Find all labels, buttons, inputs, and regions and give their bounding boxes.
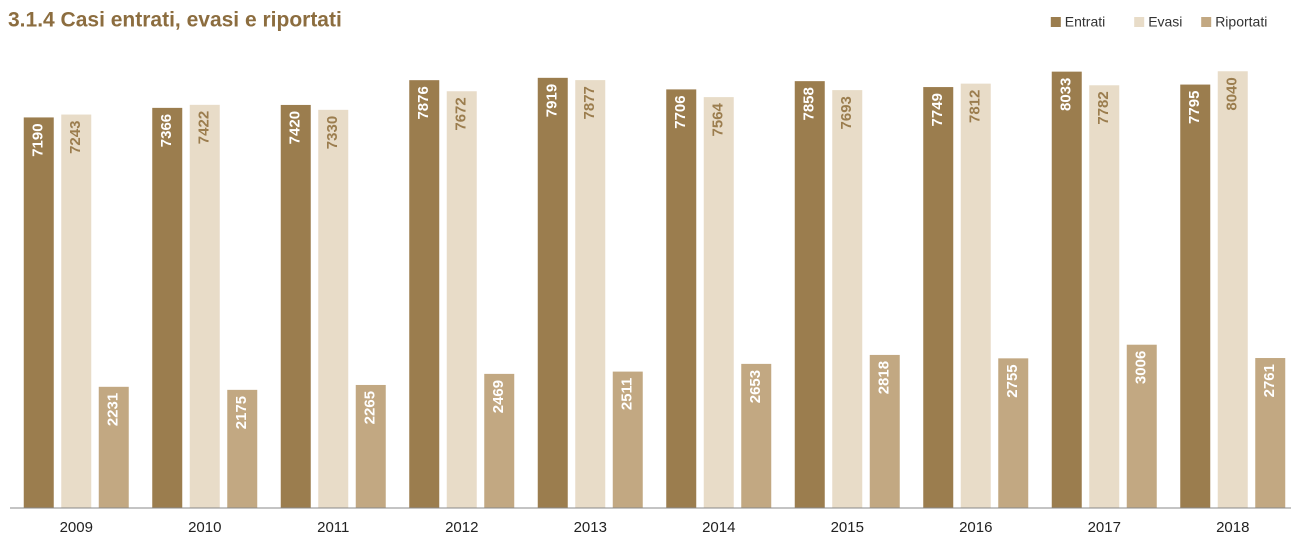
value-label: 7693	[838, 96, 855, 129]
bar	[1180, 84, 1211, 508]
bar	[998, 358, 1029, 508]
bar	[575, 80, 606, 508]
bar	[832, 90, 863, 508]
bar	[98, 386, 129, 508]
bar	[923, 87, 954, 509]
x-tick-label: 2012	[445, 519, 478, 536]
value-label: 2175	[233, 396, 250, 429]
value-label: 7190	[30, 123, 47, 156]
legend-label: Entrati	[1065, 14, 1105, 30]
bar	[152, 107, 183, 508]
legend-swatch	[1201, 17, 1212, 27]
value-label: 7858	[801, 87, 818, 120]
value-label: 7876	[415, 86, 432, 119]
value-label: 2469	[490, 380, 507, 413]
bar	[666, 89, 697, 508]
legend-swatch	[1134, 17, 1145, 27]
bar	[794, 81, 825, 508]
value-label: 7749	[929, 93, 946, 126]
value-label: 2511	[619, 378, 636, 411]
value-label: 7420	[287, 111, 304, 144]
bar	[1089, 85, 1120, 508]
bar	[537, 77, 568, 509]
chart-title: 3.1.4 Casi entrati, evasi e riportati	[8, 9, 342, 32]
legend-swatch	[1050, 17, 1061, 27]
bar	[61, 114, 92, 508]
bar	[1051, 71, 1082, 509]
bar	[409, 80, 440, 508]
value-label: 8033	[1058, 78, 1075, 111]
bar	[355, 384, 386, 508]
x-tick-label: 2014	[702, 519, 735, 536]
value-label: 7243	[67, 121, 84, 154]
legend-label: Riportati	[1215, 14, 1267, 30]
value-label: 7330	[324, 116, 341, 149]
bar	[227, 389, 258, 508]
x-tick-label: 2010	[188, 519, 221, 536]
value-label: 7366	[158, 114, 175, 147]
value-label: 7706	[672, 95, 689, 128]
value-label: 2265	[362, 391, 379, 424]
legend-label: Evasi	[1148, 14, 1182, 30]
x-tick-label: 2018	[1216, 519, 1249, 536]
value-label: 7782	[1095, 91, 1112, 124]
value-label: 7672	[453, 97, 470, 130]
bar	[189, 104, 220, 509]
bar	[612, 371, 643, 508]
bar	[1255, 358, 1286, 508]
bar	[23, 117, 54, 508]
bar	[1217, 71, 1248, 508]
value-label: 2755	[1004, 364, 1021, 397]
x-tick-label: 2016	[959, 519, 992, 536]
bar	[280, 104, 311, 509]
bar	[703, 97, 734, 508]
bar	[741, 363, 772, 508]
x-tick-label: 2011	[317, 519, 349, 536]
bar	[318, 109, 349, 509]
value-label: 7422	[196, 111, 213, 144]
x-tick-label: 2009	[60, 519, 93, 536]
value-label: 3006	[1133, 351, 1150, 384]
value-label: 7919	[544, 84, 561, 117]
bar	[960, 83, 991, 509]
value-label: 2231	[105, 393, 122, 426]
x-tick-label: 2013	[574, 519, 607, 536]
value-label: 7877	[581, 86, 598, 119]
bar	[869, 354, 900, 508]
value-label: 7795	[1186, 91, 1203, 124]
value-label: 8040	[1224, 77, 1241, 110]
value-label: 2761	[1261, 364, 1278, 397]
value-label: 7812	[967, 90, 984, 123]
value-label: 2818	[876, 361, 893, 394]
x-tick-label: 2017	[1088, 519, 1121, 536]
value-label: 7564	[710, 102, 727, 136]
value-label: 2653	[747, 370, 764, 403]
x-tick-label: 2015	[831, 519, 864, 536]
bar	[1126, 344, 1157, 508]
bar	[484, 373, 515, 508]
bar	[446, 91, 477, 508]
